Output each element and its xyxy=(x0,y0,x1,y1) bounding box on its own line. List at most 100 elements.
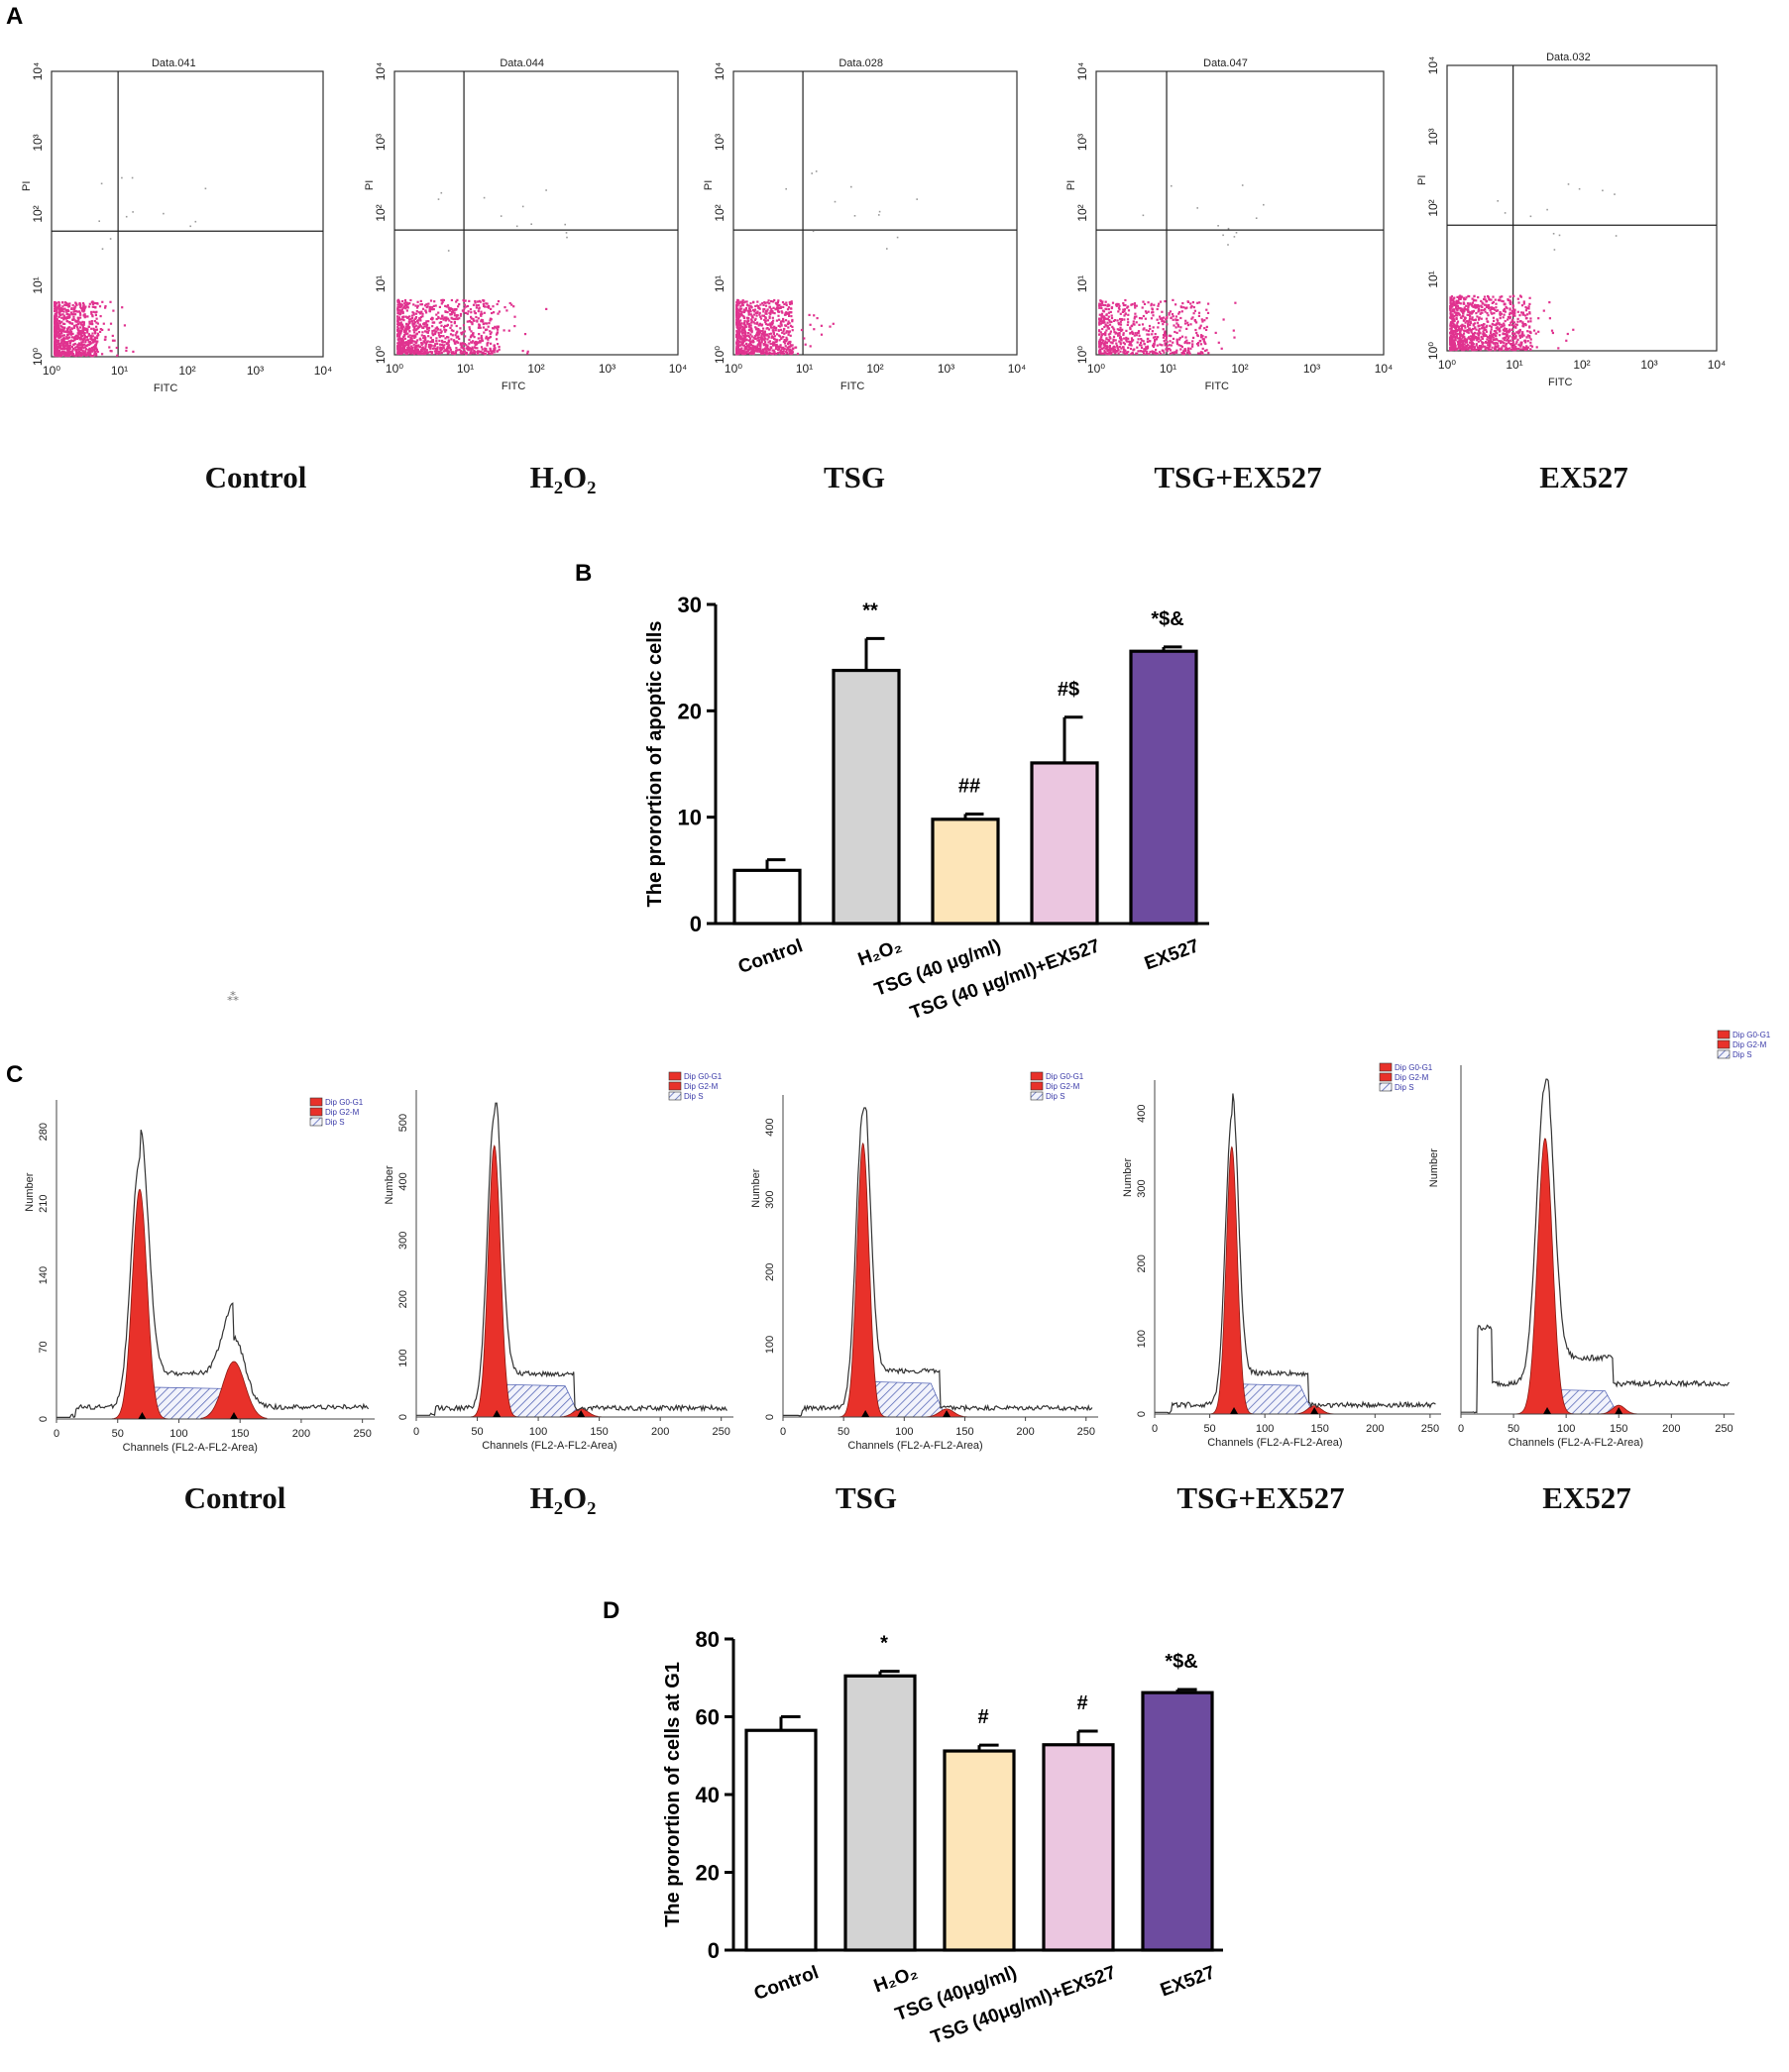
flow-dot xyxy=(776,352,780,355)
cycle-x-tick-label: 150 xyxy=(590,1426,608,1438)
flow-dot xyxy=(752,336,755,339)
flow-dot xyxy=(1107,339,1111,343)
flow-dot xyxy=(1122,348,1126,351)
bar-category-label: H₂O₂ xyxy=(871,1962,921,1997)
flow-dot xyxy=(755,304,759,307)
flow-dot xyxy=(466,312,469,315)
flow-dot xyxy=(1455,324,1458,327)
flow-dot xyxy=(1452,308,1455,311)
flow-dot xyxy=(54,330,56,333)
flow-plot-1: Data.044FITCPI10⁰10⁰10¹10¹10²10²10³10³10… xyxy=(364,57,687,392)
flow-dot xyxy=(403,334,406,337)
flow-dot xyxy=(779,322,782,325)
flow-dot xyxy=(449,313,452,316)
flow-dot xyxy=(1468,341,1472,344)
flow-dot xyxy=(475,304,478,307)
flow-dot xyxy=(401,311,404,315)
flow-dot xyxy=(468,342,471,345)
flow-dot xyxy=(402,348,405,351)
flow-dot xyxy=(1461,339,1464,342)
flow-dot xyxy=(113,339,116,342)
flow-dot xyxy=(1168,344,1171,347)
flow-dot xyxy=(435,340,438,343)
flow-dot xyxy=(1454,326,1457,329)
flow-dot xyxy=(1459,333,1462,336)
flow-dot xyxy=(434,331,437,334)
flow-dot xyxy=(777,324,780,327)
flow-dot xyxy=(64,344,67,347)
flow-dot xyxy=(1189,323,1192,326)
flow-y-tick: 10² xyxy=(374,204,388,221)
flow-dot xyxy=(87,351,90,354)
flow-dot xyxy=(449,333,453,336)
flow-dot xyxy=(58,321,61,324)
flow-dot xyxy=(471,323,474,326)
flow-dot xyxy=(761,330,764,333)
flow-dot xyxy=(1460,326,1463,329)
cycle-y-tick-label: 300 xyxy=(1136,1179,1148,1197)
flow-dot xyxy=(749,333,752,336)
flow-dot xyxy=(755,327,758,330)
flow-dot xyxy=(427,320,430,323)
flow-dot xyxy=(1117,348,1120,351)
flow-dot xyxy=(1506,348,1509,351)
flow-dot xyxy=(481,348,484,351)
flow-dot xyxy=(1159,343,1162,346)
flow-dot xyxy=(58,353,61,356)
flow-dot xyxy=(774,352,778,356)
flow-dot xyxy=(413,321,416,324)
flow-dot xyxy=(1477,296,1480,299)
flow-dot xyxy=(482,352,485,355)
flow-dot xyxy=(758,322,761,325)
flow-dot xyxy=(1175,343,1179,346)
flow-stray-dot xyxy=(850,185,852,188)
flow-x-axis-label: FITC xyxy=(502,381,525,392)
flow-dot xyxy=(748,328,751,331)
flow-dot xyxy=(1201,335,1204,338)
flow-stray-dot xyxy=(500,215,503,217)
flow-dot xyxy=(472,332,475,335)
flow-dot xyxy=(438,336,441,339)
flow-dot xyxy=(1479,348,1482,352)
significance-annotation: * xyxy=(880,1633,888,1655)
flow-dot xyxy=(1106,348,1109,351)
flow-dot xyxy=(1457,329,1460,332)
flow-dot xyxy=(1452,348,1455,351)
flow-dot xyxy=(60,316,63,319)
flow-dot xyxy=(1118,340,1121,343)
flow-dot xyxy=(1140,346,1144,349)
cycle-y-axis-label: Number xyxy=(1428,1148,1440,1187)
flow-dot xyxy=(785,303,788,306)
flow-dot xyxy=(1118,328,1121,331)
panel-label-b: B xyxy=(575,560,592,587)
flow-dot xyxy=(1457,307,1460,310)
flow-dot xyxy=(475,342,478,345)
flow-dot xyxy=(1462,343,1465,346)
flow-dot xyxy=(471,352,474,355)
flow-dot xyxy=(399,303,402,306)
flow-dot xyxy=(750,330,753,333)
flow-dot xyxy=(478,306,481,309)
flow-dot xyxy=(91,335,94,338)
flow-dot xyxy=(486,337,490,340)
flow-dot xyxy=(497,350,500,353)
flow-dot xyxy=(1175,331,1178,334)
flow-dot xyxy=(1185,327,1188,330)
flow-dot xyxy=(1207,302,1210,305)
flow-dot xyxy=(474,301,477,304)
flow-dot xyxy=(1511,294,1514,297)
flow-dot xyxy=(1463,298,1466,301)
flow-dot xyxy=(1453,347,1456,350)
flow-dot xyxy=(1487,305,1490,308)
flow-dot xyxy=(70,351,73,354)
flow-dot xyxy=(62,334,66,337)
flow-dot xyxy=(764,321,767,324)
flow-x-tick: 10⁴ xyxy=(1008,362,1027,376)
flow-dot xyxy=(1175,338,1178,341)
bar-category-label: Control xyxy=(751,1962,822,2005)
flow-dot xyxy=(1566,332,1569,336)
flow-dot xyxy=(1449,327,1452,330)
legend-swatch xyxy=(1030,1081,1044,1091)
